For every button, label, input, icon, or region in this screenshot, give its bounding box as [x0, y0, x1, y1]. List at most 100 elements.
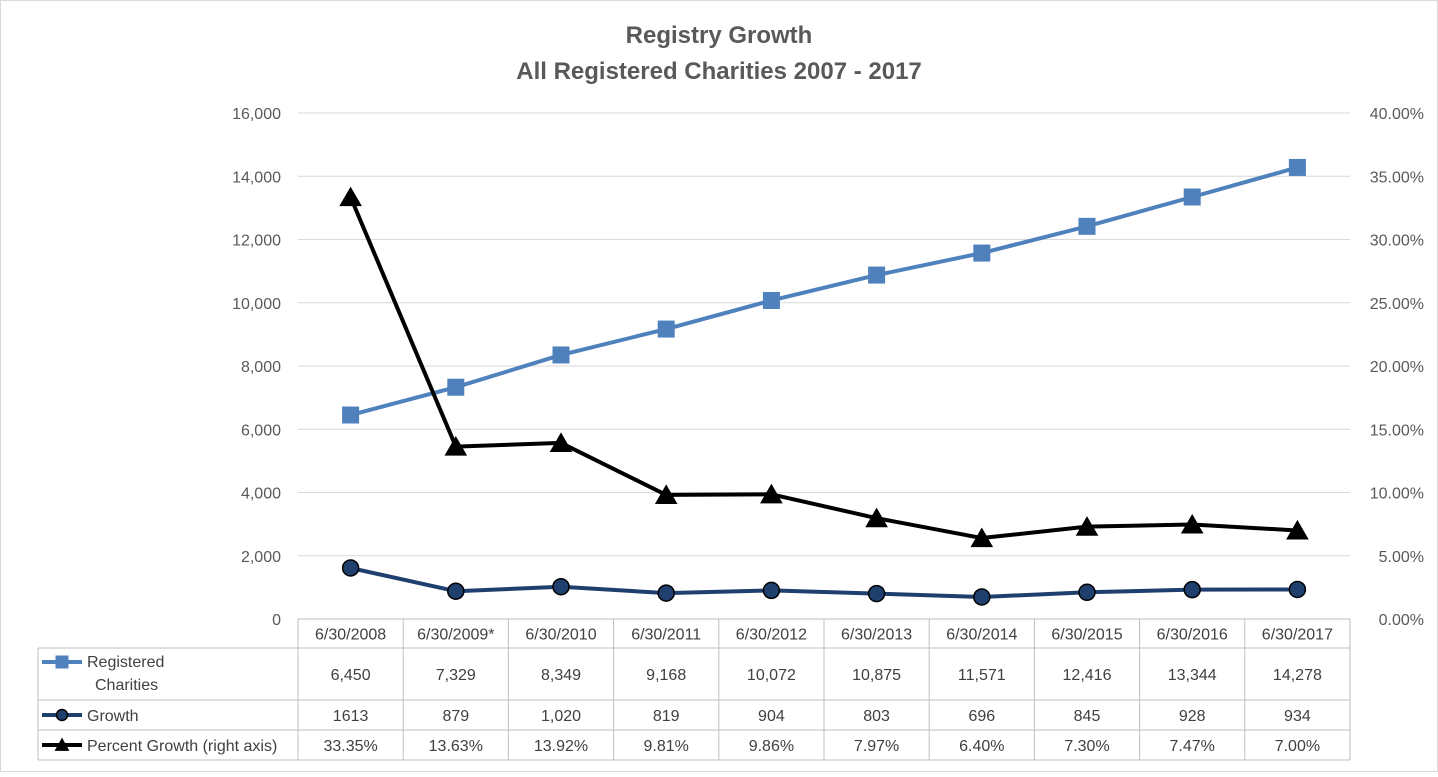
- registered-charities-point: [1183, 188, 1201, 206]
- category-label: 6/30/2009*: [417, 627, 494, 644]
- registered-charities-point: [342, 406, 360, 424]
- registered-charities-point: [1288, 158, 1306, 176]
- category-label: 6/30/2013: [841, 627, 912, 644]
- chart-title: Registry Growth: [626, 22, 813, 49]
- y-right-tick-label: 10.00%: [1370, 486, 1424, 503]
- category-label: 6/30/2017: [1262, 627, 1333, 644]
- y-right-tick-label: 0.00%: [1379, 612, 1424, 629]
- y-left-tick-label: 16,000: [232, 106, 281, 123]
- growth-legend-marker: [55, 708, 69, 722]
- y-left-tick-label: 0: [272, 612, 281, 629]
- category-label: 6/30/2012: [736, 627, 807, 644]
- growth-data-label: 928: [1179, 708, 1206, 725]
- registered-charities-data-label: 9,168: [646, 667, 686, 684]
- percent-growth-point: [970, 527, 994, 548]
- y-right-tick-label: 30.00%: [1370, 233, 1424, 250]
- category-label: 6/30/2016: [1157, 627, 1228, 644]
- registered-charities-point: [868, 266, 886, 284]
- growth-point: [762, 581, 781, 600]
- growth-data-label: 904: [758, 708, 785, 725]
- y-right-tick-label: 5.00%: [1379, 549, 1424, 566]
- percent-growth-point: [444, 436, 468, 456]
- y-left-tick-label: 12,000: [232, 233, 281, 250]
- registered-charities-data-label: 10,072: [747, 667, 796, 684]
- registered-charities-legend-label: Registered: [87, 654, 164, 671]
- registered-charities-point: [1078, 217, 1096, 235]
- registered-charities-point: [973, 244, 991, 262]
- growth-data-label: 934: [1284, 708, 1311, 725]
- registered-charities-point: [657, 320, 675, 338]
- y-right-tick-label: 40.00%: [1370, 106, 1424, 123]
- percent-growth-data-label: 33.35%: [323, 738, 377, 755]
- y-left-tick-label: 14,000: [232, 169, 281, 186]
- registered-charities-line: [350, 165, 1298, 417]
- y-left-tick-label: 8,000: [241, 359, 281, 376]
- registered-charities-data-label: 11,571: [958, 667, 1006, 684]
- growth-point: [657, 584, 675, 602]
- percent-growth-legend-marker: [54, 737, 70, 751]
- category-label: 6/30/2015: [1051, 627, 1122, 644]
- y-left-tick-label: 6,000: [241, 422, 281, 439]
- y-axis-right: 0.00% 5.00% 10.00% 15.00% 20.00% 25.00% 30.00%…: [1370, 106, 1424, 629]
- growth-point: [1078, 583, 1096, 602]
- registered-charities-legend-label: Charities: [95, 677, 158, 694]
- percent-growth-legend-label: Percent Growth (right axis): [87, 738, 277, 755]
- percent-growth-data-label: 7.00%: [1275, 738, 1320, 755]
- percent-growth-point: [865, 507, 888, 528]
- percent-growth-point: [760, 483, 783, 504]
- growth-point: [447, 582, 465, 600]
- percent-growth-point: [1286, 519, 1309, 540]
- growth-point: [973, 588, 991, 606]
- growth-data-label: 819: [653, 708, 680, 725]
- category-label: 6/30/2010: [525, 627, 596, 644]
- growth-point: [1288, 580, 1307, 599]
- growth-data-label: 879: [442, 708, 469, 725]
- growth-data-label: 696: [968, 708, 995, 725]
- percent-growth-point: [549, 432, 573, 452]
- percent-growth-point: [1180, 513, 1204, 534]
- registered-charities-data-label: 14,278: [1273, 667, 1322, 684]
- registered-charities-point: [762, 291, 780, 309]
- registered-charities-point: [447, 378, 465, 396]
- registered-charities-data-label: 12,416: [1063, 667, 1112, 684]
- growth-point: [341, 559, 360, 577]
- category-label: 6/30/2008: [315, 627, 386, 644]
- growth-point: [867, 584, 886, 603]
- growth-line: [350, 566, 1298, 599]
- y-left-tick-label: 4,000: [241, 486, 281, 503]
- grid-layer: [298, 112, 1350, 557]
- percent-growth-data-label: 7.97%: [854, 738, 899, 755]
- percent-growth-data-label: 9.86%: [749, 738, 794, 755]
- growth-data-label: 845: [1074, 708, 1101, 725]
- chart-subtitle: All Registered Charities 2007 - 2017: [516, 58, 922, 85]
- registered-charities-data-label: 8,349: [541, 667, 581, 684]
- category-label: 6/30/2011: [631, 627, 701, 644]
- growth-point: [1183, 580, 1201, 599]
- percent-growth-point: [1075, 516, 1099, 536]
- growth-data-label: 803: [863, 708, 890, 725]
- registered-charities-point: [552, 346, 570, 364]
- registered-charities-legend-marker: [55, 655, 69, 669]
- y-right-tick-label: 20.00%: [1370, 359, 1424, 376]
- percent-growth-line: [348, 196, 1298, 541]
- percent-growth-point: [654, 484, 678, 504]
- y-left-tick-label: 2,000: [241, 549, 281, 566]
- y-axis-left: 0 2,000 4,000 6,000 8,000 10,000 12,000 14,000 1…: [232, 106, 281, 629]
- y-right-tick-label: 35.00%: [1370, 169, 1424, 186]
- percent-growth-point: [339, 186, 362, 207]
- registered-charities-data-label: 10,875: [852, 667, 901, 684]
- percent-growth-data-label: 6.40%: [959, 738, 1004, 755]
- registered-charities-data-label: 13,344: [1168, 667, 1217, 684]
- y-right-tick-label: 25.00%: [1370, 296, 1424, 313]
- percent-growth-data-label: 13.92%: [534, 738, 588, 755]
- y-right-tick-label: 15.00%: [1370, 422, 1424, 439]
- series-layer: [339, 158, 1309, 606]
- category-label: 6/30/2014: [946, 627, 1017, 644]
- percent-growth-data-label: 13.63%: [429, 738, 483, 755]
- growth-legend-label: Growth: [87, 708, 139, 725]
- growth-data-label: 1,020: [541, 708, 581, 725]
- percent-growth-data-label: 7.47%: [1170, 738, 1215, 755]
- y-left-tick-label: 10,000: [232, 296, 281, 313]
